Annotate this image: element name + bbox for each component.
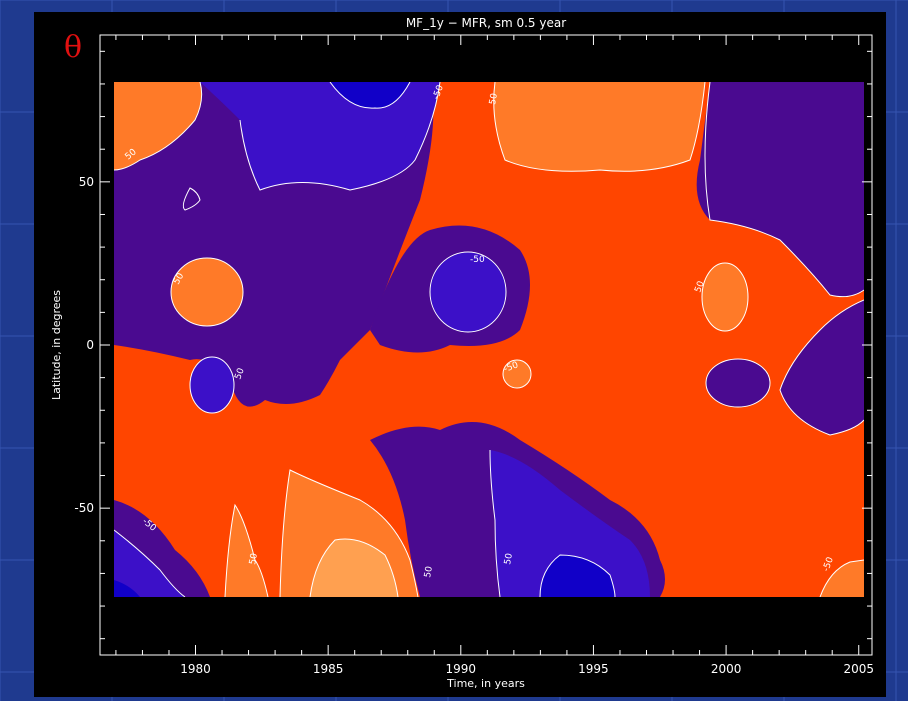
field-lightorange-right [702,263,748,331]
contour-label: 50 [248,552,260,565]
contour-label: -50 [821,556,836,573]
field-lightorange-top-right [493,82,705,172]
x-tick-label: 1980 [180,662,211,676]
contour-label: -50 [431,84,446,101]
contour-label: 50 [233,367,246,381]
contour-label: 50 [423,565,435,578]
field-lightorange-lower [225,505,268,597]
field-blue-left [190,357,234,413]
field-lightorange-center-small [503,360,531,388]
x-tick-label: 1985 [313,662,344,676]
y-tick-label: 50 [79,175,94,189]
field-darkblue-bottom-center [540,555,615,597]
contour-label: 50 [503,552,515,565]
x-tick-label: 1995 [578,662,609,676]
contour-label: -50 [503,360,520,375]
contour-label: 50 [693,280,706,294]
field-purple-top-right [696,82,864,297]
x-axis-title: Time, in years [446,677,525,690]
chart-title: MF_1y − MFR, sm 0.5 year [406,16,566,30]
y-tick-label: -50 [74,501,94,515]
contour-label: 50 [488,92,500,105]
theta-symbol: θ [64,30,83,65]
field-lightorange-lower-right [820,560,864,597]
field-purple-right [780,300,864,435]
x-tick-label: 2005 [843,662,874,676]
field-blue-center [430,252,506,332]
y-tick-label: 0 [86,338,94,352]
field-purple-right-small [706,359,770,407]
field-lightorange-left [171,258,243,326]
y-axis-title: Latitude, in degrees [50,290,63,400]
field-blue-lower-center [490,450,650,597]
field-orange-top-left [114,82,202,170]
field-blue-top-center [200,82,440,190]
field-blue-lower-left [114,530,185,597]
field-darkblue-lower-left [114,580,140,597]
x-tick-label: 1990 [446,662,477,676]
x-tick-label: 2000 [711,662,742,676]
contour-label: -50 [470,255,485,265]
field-peach-lower-center [310,539,398,597]
